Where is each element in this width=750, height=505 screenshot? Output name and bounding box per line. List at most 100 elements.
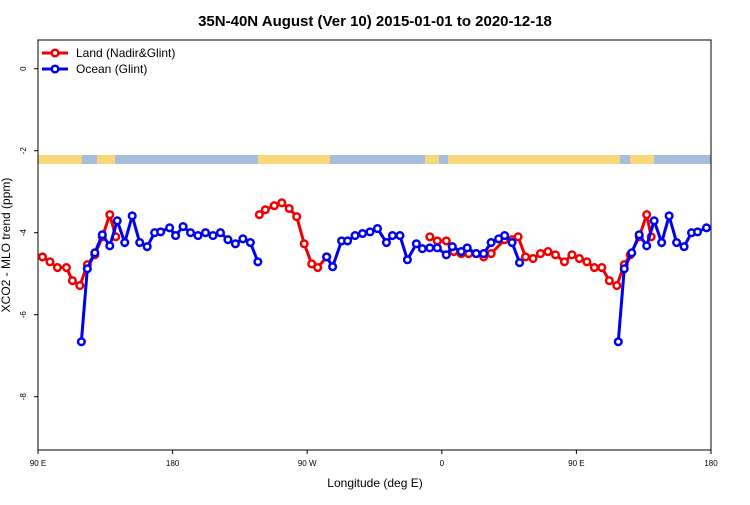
series-point [120, 237, 130, 248]
series-point [432, 243, 442, 253]
chart-title: 35N-40N August (Ver 10) 2015-01-01 to 20… [198, 13, 552, 30]
series-point [543, 247, 553, 257]
series-point [395, 231, 405, 241]
y-tick-label: -2 [19, 147, 28, 155]
series-point [193, 231, 203, 241]
series-point [372, 224, 383, 234]
series-point [328, 262, 338, 272]
series-point [82, 264, 92, 274]
series-point [135, 237, 145, 248]
legend-label: Ocean (Glint) [76, 62, 147, 76]
x-tick-label: 90 E [568, 459, 584, 468]
series-point [486, 237, 496, 248]
series-point [679, 242, 689, 252]
series-point [387, 231, 397, 241]
x-tick-label: 180 [704, 459, 718, 468]
series-point [230, 239, 240, 249]
series-point [462, 243, 472, 253]
series-point [479, 249, 489, 259]
series-point [253, 257, 263, 267]
x-tick-label: 180 [166, 459, 180, 468]
y-tick-label: -6 [19, 311, 28, 319]
series-point [223, 235, 233, 245]
series-point [559, 257, 569, 267]
series-point [277, 198, 287, 208]
series-point [97, 230, 107, 240]
land-mask-strip [38, 155, 711, 164]
series-point [350, 231, 360, 241]
series-point [447, 242, 457, 252]
series-point [550, 250, 561, 260]
series-point [432, 236, 442, 246]
series-point [589, 263, 599, 273]
series-point [105, 241, 115, 251]
series-point [75, 281, 85, 291]
series-point [402, 255, 412, 265]
y-axis-label: XCO2 - MLO trend (ppm) [0, 178, 13, 313]
series-point [535, 249, 546, 259]
series-point [37, 252, 48, 262]
series-point [456, 247, 466, 257]
series-point [411, 239, 421, 249]
x-axis-label: Longitude (deg E) [327, 476, 422, 490]
series-point [574, 253, 584, 264]
series-point [178, 222, 188, 232]
y-tick-label: -8 [19, 393, 28, 401]
series-point [513, 232, 523, 242]
series-point [67, 276, 77, 286]
series-point [441, 236, 451, 246]
series-point [597, 263, 607, 273]
series-point [521, 252, 531, 262]
series-point [567, 250, 577, 260]
series-point [507, 237, 517, 248]
x-tick-label: 90 E [30, 459, 46, 468]
y-tick-label: 0 [19, 66, 28, 71]
series-point [142, 242, 152, 252]
series-point [215, 228, 226, 238]
x-tick-label: 90 W [298, 459, 317, 468]
series-point [165, 223, 175, 233]
series-point [657, 237, 667, 248]
x-tick-label: 0 [440, 459, 445, 468]
series-point [254, 210, 264, 220]
series-point [500, 231, 510, 241]
series-point [627, 248, 637, 258]
series-point [127, 211, 137, 221]
legend-marker [50, 48, 60, 58]
series-point [612, 281, 622, 291]
series-point [642, 210, 652, 220]
plot-frame [37, 39, 712, 451]
series-point [365, 227, 375, 237]
series-point [604, 276, 614, 286]
series-point [381, 237, 392, 248]
series-point [245, 237, 255, 248]
series-point [284, 203, 294, 214]
series-point [343, 236, 353, 246]
series-point [322, 252, 332, 262]
series-point [486, 249, 496, 259]
series-point [528, 253, 538, 264]
series-point [171, 231, 181, 241]
series-point [649, 216, 659, 226]
series-point [692, 227, 703, 237]
series-point [425, 232, 435, 242]
series-point [61, 263, 71, 273]
series-point [105, 210, 115, 220]
series-point [634, 230, 644, 240]
series-point [357, 228, 368, 239]
series-point [260, 205, 270, 215]
series-point [471, 249, 481, 259]
y-tick-label: -4 [19, 229, 28, 237]
series-point [299, 239, 309, 249]
series-point [52, 263, 62, 273]
series-point [515, 258, 525, 268]
series-point [90, 248, 100, 258]
series-point [619, 264, 629, 274]
series-point [313, 263, 323, 273]
series-point [112, 216, 122, 226]
series-point [156, 227, 166, 237]
series-point [292, 212, 302, 222]
series-point [425, 243, 435, 253]
series-point [269, 201, 279, 211]
